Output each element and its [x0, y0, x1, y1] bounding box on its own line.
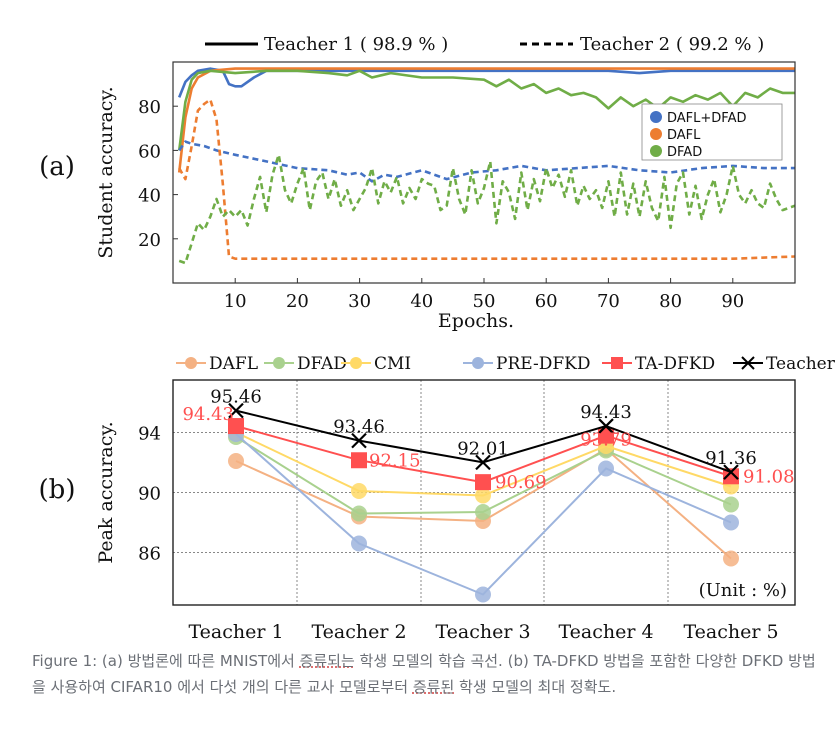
caption-text-2: 학생 모델의 학습 곡선. (b) TA-DFKD 방법을 포함한 다양한 DF…: [32, 652, 816, 696]
data-point-ta-dfkd: [351, 452, 367, 469]
y-tick-label-a: 60: [138, 141, 161, 162]
legend-b: DAFL DFAD CMI PRE-DFKD TA-DFKD Teacher Acc.: [176, 354, 836, 374]
legend-a-label: DAFL: [667, 128, 701, 143]
legend-b-marker: [611, 357, 623, 369]
legend-b-marker: [350, 357, 362, 369]
y-tick-label-a: 80: [138, 97, 161, 118]
x-axis-label-a: Epochs.: [438, 310, 514, 332]
y-tick-label-b: 86: [138, 544, 161, 565]
legend-a-marker: [650, 145, 662, 157]
caption-underlined-word-1: 증류되는: [299, 652, 355, 670]
series-line-dafl-dfad-teacher1: [177, 67, 795, 98]
x-tick-label-a: 50: [473, 291, 496, 312]
figure: (a) Teacher 1 ( 98.9 % ) Teacher 2 ( 99.2 …: [39, 34, 836, 640]
data-label-teacher-acc: 93.46: [333, 417, 385, 438]
y-tick-label-b: 90: [138, 484, 161, 505]
legend-b-label: DFAD: [297, 354, 347, 374]
data-point-dafl: [723, 550, 739, 567]
legend-teacher1-label: Teacher 1 ( 98.9 % ): [264, 34, 448, 55]
data-label-teacher-acc: 91.36: [705, 448, 757, 469]
plot-b-frame: [172, 379, 796, 606]
y-tick-label-a: 40: [138, 186, 161, 207]
caption-text-3: 학생 모델의 최대 정확도.: [454, 678, 617, 696]
data-label-teacher-acc: 92.01: [457, 438, 509, 459]
legend-b-label: TA-DFKD: [635, 354, 715, 374]
y-axis-label-b: Peak accuracy.: [95, 421, 117, 563]
plot-b-series: [228, 402, 739, 603]
x-tick-label-a: 80: [659, 291, 682, 312]
x-tick-label-a: 10: [224, 291, 247, 312]
legend-a-box: [641, 103, 783, 161]
data-point-ta-dfkd: [475, 474, 491, 491]
series-line-dafl-dfad-teacher2: [178, 140, 795, 183]
legend-a-marker: [650, 111, 662, 123]
data-point-teacher-acc-: [723, 464, 739, 480]
legend-b-label: CMI: [374, 354, 411, 374]
data-label-teacher-acc: 95.46: [210, 387, 262, 408]
data-point-dfad: [723, 496, 739, 513]
legend-teacher2-label: Teacher 2 ( 99.2 % ): [580, 34, 764, 55]
series-line-dafl: [235, 447, 732, 560]
x-tick-label-a: 40: [410, 291, 433, 312]
data-label-ta-dfkd: 94.43: [182, 404, 234, 425]
data-point-cmi: [475, 487, 491, 504]
series-line-dafl-teacher2: [178, 98, 796, 260]
caption-underlined-word-2: 증류된: [412, 678, 455, 696]
legend-b-marker: [741, 356, 755, 370]
data-point-pre-dfkd: [351, 535, 367, 552]
data-label-ta-dfkd: 93.79: [580, 430, 632, 451]
data-label-ta-dfkd: 92.15: [369, 450, 421, 471]
x-tick-label-a: 70: [597, 291, 620, 312]
data-point-teacher-acc-: [351, 432, 367, 449]
data-point-dafl: [228, 453, 244, 469]
x-tick-label-b: Teacher 4: [558, 621, 653, 640]
x-tick-label-b: Teacher 5: [683, 621, 778, 640]
unit-note: (Unit : %): [699, 580, 787, 601]
data-label-teacher-acc: 94.43: [580, 402, 632, 423]
data-point-ta-dfkd: [228, 418, 244, 435]
legend-b-label: DAFL: [209, 354, 258, 374]
x-tick-label-b: Teacher 1: [188, 621, 283, 640]
legend-b-label: Teacher Acc.: [766, 354, 836, 374]
data-point-pre-dfkd: [723, 514, 739, 531]
figure-caption: Figure 1: (a) 방법론에 따른 MNIST에서 증류되는 학생 모델…: [32, 648, 822, 700]
x-tick-label-b: Teacher 2: [311, 621, 406, 640]
series-line-dafl-teacher1: [177, 67, 795, 173]
legend-a-label: DFAD: [667, 145, 702, 160]
panel-a-label: (a): [39, 152, 75, 182]
legend-b-marker: [185, 357, 197, 369]
data-point-ta-dfkd: [598, 427, 614, 444]
caption-text-1: Figure 1: (a) 방법론에 따른 MNIST에서: [32, 652, 300, 670]
y-tick-label-b: 94: [138, 424, 161, 445]
data-point-dfad: [475, 504, 491, 520]
x-tick-label-a: 60: [535, 291, 558, 312]
legend-b-marker: [273, 357, 285, 369]
data-point-pre-dfkd: [475, 586, 491, 603]
panel-b-label: (b): [39, 475, 76, 505]
y-axis-label-a: Student accuracy.: [95, 86, 117, 258]
plot-a-series: [177, 67, 796, 265]
series-line-dfad-teacher1: [177, 69, 795, 151]
data-point-pre-dfkd: [598, 460, 614, 477]
x-tick-label-a: 30: [348, 291, 371, 312]
data-point-dfad: [351, 505, 367, 522]
x-tick-label-b: Teacher 3: [435, 621, 530, 640]
x-tick-label-a: 90: [721, 291, 744, 312]
legend-b-label: PRE-DFKD: [496, 354, 590, 374]
data-label-ta-dfkd: 90.69: [495, 472, 547, 493]
data-point-ta-dfkd: [723, 468, 739, 485]
data-label-ta-dfkd: 91.08: [743, 466, 795, 487]
data-point-teacher-acc-: [475, 454, 491, 471]
data-point-teacher-acc-: [228, 402, 244, 419]
legend-a-label: DAFL+DFAD: [667, 111, 747, 126]
data-point-teacher-acc-: [598, 418, 614, 434]
data-point-cmi: [351, 483, 367, 499]
x-tick-label-a: 20: [286, 291, 309, 312]
series-line-dfad-teacher2: [178, 153, 796, 265]
legend-b-marker: [472, 357, 484, 369]
legend-a: DAFL+DFAD DAFL DFAD: [641, 103, 783, 161]
y-tick-label-a: 20: [138, 230, 161, 251]
legend-a-marker: [650, 128, 662, 140]
